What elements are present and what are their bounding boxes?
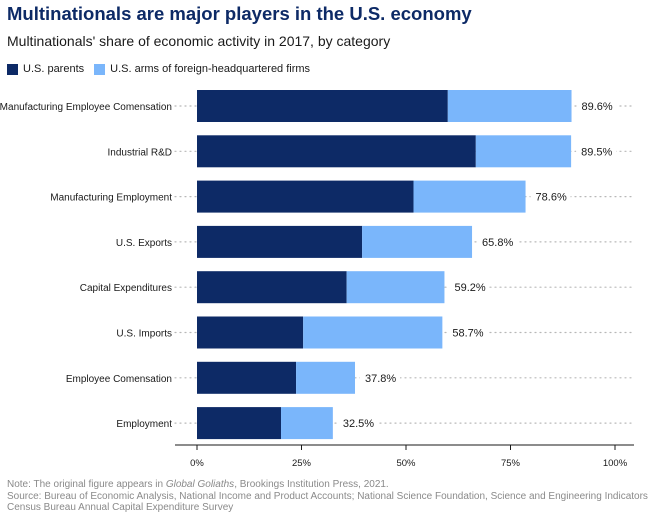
- legend-label-foreign-arms: U.S. arms of foreign-headquartered firms: [110, 63, 311, 75]
- category-label-manufacturing-employment: Manufacturing Employment: [50, 193, 172, 204]
- total-label-bg-manufacturing-employee-comensation: [576, 98, 617, 114]
- category-label-u-s-exports: U.S. Exports: [116, 238, 172, 249]
- note-book-title: Global Goliaths: [165, 479, 235, 490]
- bar-foreign-arms-employee-comensation: [296, 361, 356, 394]
- total-label-employment: 32.5%: [343, 418, 374, 430]
- total-label-manufacturing-employment: 78.6%: [536, 192, 567, 204]
- total-label-industrial-r-d: 89.5%: [581, 146, 612, 158]
- x-tick-label-50: 50%: [396, 458, 416, 469]
- legend-swatch-foreign-arms: [94, 63, 106, 75]
- legend-label-us-parents: U.S. parents: [23, 63, 85, 75]
- total-label-bg-industrial-r-d: [576, 143, 617, 160]
- legend-item-us-parents: U.S. parents: [7, 63, 84, 75]
- bar-us-parents-manufacturing-employment: [197, 180, 414, 213]
- x-tick-label-0: 0%: [190, 458, 204, 469]
- bar-us-parents-employee-comensation: [197, 361, 297, 394]
- note-suffix: , Brookings Institution Press, 2021.: [234, 479, 389, 490]
- total-label-employee-comensation: 37.8%: [365, 373, 396, 385]
- category-label-capital-expenditures: Capital Expenditures: [80, 283, 172, 294]
- category-label-employee-comensation: Employee Comensation: [66, 374, 172, 385]
- category-label-u-s-imports: U.S. Imports: [116, 329, 172, 340]
- bar-foreign-arms-employment: [281, 407, 333, 440]
- legend: U.S. parents U.S. arms of foreign-headqu…: [7, 63, 320, 75]
- category-label-industrial-r-d: Industrial R&D: [108, 147, 172, 158]
- bar-us-parents-employment: [197, 407, 282, 440]
- total-label-bg-employee-comensation: [360, 369, 401, 386]
- total-label-capital-expenditures: 59.2%: [454, 282, 485, 294]
- source-line-continued: Census Bureau Annual Capital Expenditure…: [7, 502, 234, 513]
- category-label-employment: Employment: [116, 419, 172, 430]
- bar-chart: Manufacturing Employee Comensation 89.6% I…: [0, 90, 635, 469]
- total-label-bg-manufacturing-employment: [530, 188, 571, 205]
- bar-us-parents-u-s-exports: [197, 225, 363, 258]
- x-tick-label-25: 25%: [292, 458, 312, 469]
- bar-foreign-arms-manufacturing-employment: [413, 180, 526, 213]
- note-prefix: Note: The original figure appears in: [7, 479, 166, 490]
- total-label-bg-employment: [337, 415, 378, 432]
- source-line: Source: Bureau of Economic Analysis, Nat…: [7, 490, 648, 502]
- bar-foreign-arms-manufacturing-employee-comensation: [447, 90, 572, 122]
- legend-item-foreign-arms: U.S. arms of foreign-headquartered firms: [94, 63, 310, 75]
- chart-notes: Note: The original figure appears in Glo…: [7, 479, 648, 514]
- note-line: Note: The original figure appears in Glo…: [7, 479, 648, 491]
- total-label-bg-capital-expenditures: [449, 279, 490, 296]
- total-label-bg-u-s-exports: [477, 233, 518, 250]
- x-tick-label-75: 75%: [501, 458, 521, 469]
- bar-us-parents-u-s-imports: [197, 316, 304, 349]
- bar-foreign-arms-u-s-exports: [362, 225, 473, 258]
- legend-swatch-us-parents: [7, 63, 18, 75]
- bar-foreign-arms-u-s-imports: [303, 316, 443, 349]
- bar-us-parents-manufacturing-employee-comensation: [197, 90, 448, 122]
- x-tick-label-100: 100%: [603, 458, 628, 469]
- bar-foreign-arms-capital-expenditures: [346, 271, 445, 304]
- bar-foreign-arms-industrial-r-d: [475, 135, 572, 168]
- total-label-manufacturing-employee-comensation: 89.6%: [582, 101, 613, 113]
- category-label-manufacturing-employee-comensation: Manufacturing Employee Comensation: [0, 102, 172, 113]
- total-label-u-s-exports: 65.8%: [482, 237, 513, 249]
- total-label-bg-u-s-imports: [447, 324, 488, 341]
- chart-subtitle: Multinationals' share of economic activi…: [7, 33, 391, 49]
- chart-title: Multinationals are major players in the …: [7, 3, 472, 24]
- bar-us-parents-capital-expenditures: [197, 271, 347, 304]
- bar-us-parents-industrial-r-d: [197, 135, 476, 168]
- total-label-u-s-imports: 58.7%: [452, 328, 483, 340]
